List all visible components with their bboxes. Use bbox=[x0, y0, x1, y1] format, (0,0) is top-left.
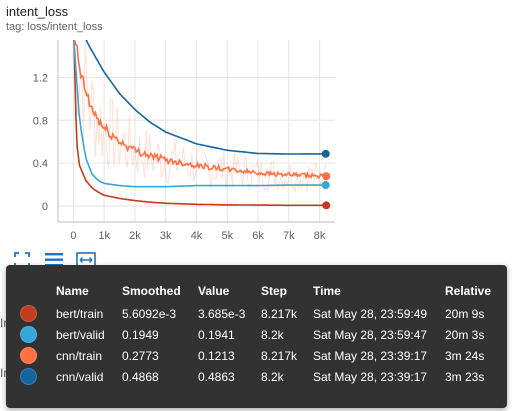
series-endpoint-bert-train bbox=[322, 201, 331, 210]
background-label: Ir bbox=[0, 316, 8, 330]
tooltip-cell-relative: 3m 23s bbox=[445, 369, 485, 384]
tooltip-table: Name Smoothed Value Step Time Relative b… bbox=[16, 283, 499, 387]
tooltip-row: bert/train 5.6092e-3 3.685e-3 8.217k Sat May… bbox=[16, 303, 499, 324]
line-chart: 0 1k 2k 3k 4k 5k 6k 7k 8k 0 0.4 0.8 1.2 bbox=[33, 40, 335, 242]
tooltip-cell-value: 3.685e-3 bbox=[198, 306, 246, 321]
tooltip-cell-relative: 3m 24s bbox=[445, 348, 485, 363]
tooltip-row: bert/valid 0.1949 0.1941 8.2k Sat May 28, 23… bbox=[16, 324, 499, 345]
tooltip-cell-relative: 20m 3s bbox=[445, 327, 485, 342]
x-tick-label: 1k bbox=[98, 230, 110, 242]
header-smoothed: Smoothed bbox=[122, 284, 181, 298]
fullscreen-icon[interactable] bbox=[12, 251, 32, 269]
tooltip-cell-time: Sat May 28, 23:39:17 bbox=[313, 369, 428, 384]
y-tick-label: 0.4 bbox=[33, 158, 48, 170]
x-tick-label: 7k bbox=[283, 230, 295, 242]
tooltip-cell-time: Sat May 28, 23:39:17 bbox=[313, 348, 428, 363]
tooltip-cell-step: 8.217k bbox=[261, 348, 298, 363]
header-step: Step bbox=[261, 284, 288, 298]
tooltip-cell-name: cnn/train bbox=[56, 348, 103, 363]
chart-tag: tag: loss/intent_loss bbox=[6, 21, 103, 33]
header-relative: Relative bbox=[445, 284, 492, 298]
chart-title: intent_loss bbox=[6, 4, 69, 19]
header-name: Name bbox=[56, 284, 89, 298]
x-tick-label: 8k bbox=[314, 230, 326, 242]
tooltip-cell-smoothed: 0.2773 bbox=[122, 348, 159, 363]
y-tick-label: 0 bbox=[42, 201, 48, 213]
header-time: Time bbox=[313, 284, 341, 298]
x-tick-label: 0 bbox=[70, 230, 76, 242]
y-tick-label: 1.2 bbox=[33, 72, 48, 84]
series-color-swatch bbox=[20, 368, 37, 385]
tooltip-row: cnn/valid 0.4868 0.4863 8.2k Sat May 28, 23:… bbox=[16, 366, 499, 387]
x-tick-label: 2k bbox=[129, 230, 141, 242]
x-tick-label: 3k bbox=[160, 230, 172, 242]
tooltip-row: cnn/train 0.2773 0.1213 8.217k Sat May 28, 2… bbox=[16, 345, 499, 366]
tooltip-cell-step: 8.2k bbox=[261, 369, 284, 384]
series-line-bert-train bbox=[73, 40, 327, 207]
series-endpoint-cnn-valid bbox=[321, 149, 330, 158]
tooltip-cell-step: 8.2k bbox=[261, 327, 284, 342]
header-value: Value bbox=[198, 284, 230, 298]
tooltip-cell-step: 8.217k bbox=[261, 306, 298, 321]
series-line-cnn-train bbox=[73, 40, 328, 180]
series-color-swatch bbox=[20, 326, 37, 343]
y-tick-label: 0.8 bbox=[33, 115, 48, 127]
tooltip-cell-relative: 20m 9s bbox=[445, 306, 485, 321]
tooltip-cell-name: bert/train bbox=[56, 306, 104, 321]
series-line-cnn-train-raw bbox=[74, 40, 327, 193]
series-endpoint-bert-valid bbox=[321, 181, 330, 190]
series-line-bert-valid bbox=[72, 40, 326, 188]
tooltip-cell-name: bert/valid bbox=[56, 327, 105, 342]
tooltip-cell-smoothed: 5.6092e-3 bbox=[122, 306, 177, 321]
background-label: Ir bbox=[0, 366, 8, 380]
tooltip-cell-smoothed: 0.1949 bbox=[122, 327, 159, 342]
tooltip-cell-time: Sat May 28, 23:59:47 bbox=[313, 327, 428, 342]
tooltip-cell-smoothed: 0.4868 bbox=[122, 369, 159, 384]
x-tick-label: 5k bbox=[221, 230, 233, 242]
tooltip-cell-value: 0.1213 bbox=[198, 348, 235, 363]
x-tick-label: 4k bbox=[191, 230, 203, 242]
series-color-swatch bbox=[20, 305, 37, 322]
x-tick-label: 6k bbox=[252, 230, 264, 242]
tooltip-panel: Name Smoothed Value Step Time Relative b… bbox=[6, 265, 507, 408]
tooltip-cell-value: 0.4863 bbox=[198, 369, 235, 384]
series-line-cnn-valid bbox=[85, 40, 326, 155]
tooltip-cell-name: cnn/valid bbox=[56, 369, 104, 384]
tooltip-cell-value: 0.1941 bbox=[198, 327, 235, 342]
series-endpoint-cnn-train bbox=[322, 172, 331, 181]
tooltip-cell-time: Sat May 28, 23:59:49 bbox=[313, 306, 428, 321]
series-color-swatch bbox=[20, 347, 37, 364]
